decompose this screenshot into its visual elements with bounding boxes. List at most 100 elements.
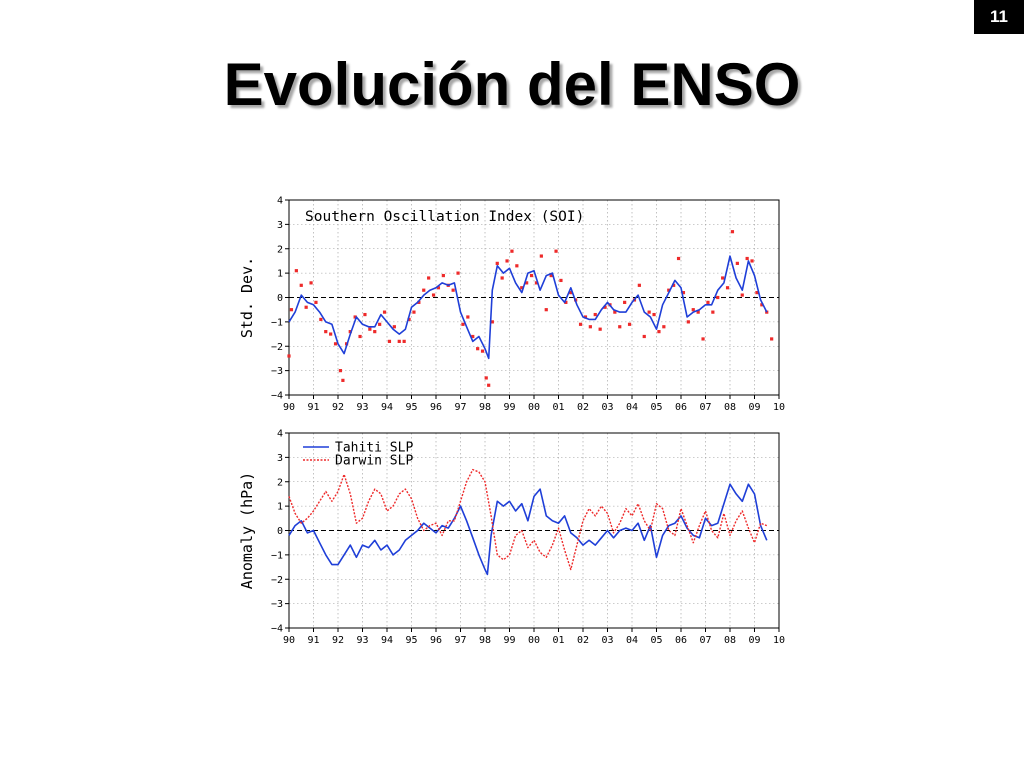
x-tick-label: 94 bbox=[381, 402, 393, 413]
soi-point bbox=[735, 261, 739, 265]
x-tick-label: 98 bbox=[479, 402, 491, 413]
soi-point bbox=[745, 256, 749, 261]
soi-point bbox=[287, 354, 291, 358]
soi-point bbox=[436, 286, 441, 290]
x-tick-label: 03 bbox=[601, 635, 613, 646]
x-tick-label: 04 bbox=[626, 635, 638, 646]
soi-point bbox=[770, 337, 774, 341]
y-tick-label: 4 bbox=[277, 196, 283, 207]
x-tick-label: 06 bbox=[675, 402, 687, 413]
x-tick-label: 99 bbox=[503, 402, 515, 413]
soi-point bbox=[618, 325, 622, 329]
y-tick-label: 1 bbox=[277, 502, 283, 513]
x-tick-label: 10 bbox=[773, 635, 785, 646]
x-tick-label: 05 bbox=[650, 402, 662, 413]
soi-point bbox=[407, 317, 411, 322]
x-tick-label: 90 bbox=[283, 635, 295, 646]
soi-point bbox=[324, 330, 328, 334]
soi-point bbox=[500, 276, 504, 280]
x-tick-label: 96 bbox=[430, 635, 442, 646]
soi-point bbox=[412, 310, 416, 314]
soi-point bbox=[461, 322, 465, 326]
soi-point bbox=[329, 332, 333, 336]
soi-point bbox=[515, 264, 519, 268]
y-tick-label: 4 bbox=[277, 429, 283, 440]
soi-point bbox=[588, 325, 592, 329]
x-tick-label: 99 bbox=[503, 635, 515, 646]
soi-point bbox=[657, 330, 661, 334]
y-axis-label: Std. Dev. bbox=[238, 257, 256, 338]
x-tick-label: 90 bbox=[283, 402, 295, 413]
x-tick-label: 93 bbox=[356, 635, 368, 646]
soi-point bbox=[554, 249, 558, 253]
x-tick-label: 08 bbox=[724, 635, 736, 646]
soi-point bbox=[333, 342, 338, 346]
y-tick-label: 3 bbox=[277, 453, 283, 464]
soi-point bbox=[544, 308, 548, 312]
soi-point bbox=[309, 281, 313, 285]
slide-title: Evolución del ENSO bbox=[223, 51, 801, 118]
soi-point bbox=[392, 325, 396, 329]
y-tick-label: 2 bbox=[277, 244, 283, 255]
soi-point bbox=[456, 271, 460, 275]
x-tick-label: 07 bbox=[699, 402, 711, 413]
soi-line bbox=[288, 255, 768, 360]
soi-point bbox=[466, 315, 470, 319]
soi-point bbox=[676, 256, 681, 261]
soi-point bbox=[652, 312, 656, 317]
soi-point bbox=[711, 310, 715, 314]
soi-point bbox=[422, 288, 426, 292]
soi-point bbox=[613, 310, 617, 314]
y-axis-label: Anomaly (hPa) bbox=[238, 472, 256, 589]
soi-point bbox=[341, 378, 345, 382]
x-tick-label: 04 bbox=[626, 402, 638, 413]
y-tick-label: 2 bbox=[277, 477, 283, 488]
y-tick-label: −4 bbox=[271, 624, 283, 635]
soi-point bbox=[402, 339, 406, 343]
soi-point bbox=[417, 300, 421, 304]
soi-point bbox=[662, 325, 666, 329]
soi-point bbox=[686, 320, 690, 324]
x-tick-label: 97 bbox=[454, 402, 466, 413]
soi-point bbox=[730, 230, 735, 234]
x-tick-label: 92 bbox=[332, 402, 344, 413]
soi-point bbox=[559, 278, 563, 283]
soi-point bbox=[441, 273, 445, 278]
x-tick-label: 01 bbox=[552, 402, 564, 413]
y-tick-label: −3 bbox=[271, 599, 283, 610]
soi-point bbox=[647, 310, 651, 314]
soi-point bbox=[721, 276, 725, 280]
x-tick-label: 92 bbox=[332, 635, 344, 646]
soi-point bbox=[623, 300, 627, 304]
soi-point bbox=[549, 273, 553, 278]
soi-point bbox=[642, 334, 646, 339]
soi-point bbox=[495, 261, 499, 265]
soi-point bbox=[696, 310, 700, 314]
soi-point bbox=[578, 322, 583, 326]
soi-point bbox=[691, 308, 695, 312]
soi-point bbox=[593, 312, 597, 317]
x-tick-label: 95 bbox=[405, 635, 417, 646]
slide-number: 11 bbox=[974, 0, 1024, 34]
x-tick-label: 00 bbox=[528, 402, 540, 413]
soi-point bbox=[598, 327, 602, 331]
x-tick-label: 95 bbox=[405, 402, 417, 413]
y-tick-label: 1 bbox=[277, 269, 283, 280]
soi-point bbox=[427, 276, 431, 280]
soi-point bbox=[740, 293, 744, 297]
soi-point bbox=[627, 322, 632, 326]
soi-point bbox=[299, 283, 303, 287]
soi-point bbox=[314, 300, 318, 304]
legend-label: Tahiti SLP bbox=[335, 441, 413, 456]
soi-point bbox=[564, 300, 568, 304]
x-tick-label: 03 bbox=[601, 402, 613, 413]
y-tick-label: −2 bbox=[271, 575, 283, 586]
soi-point bbox=[750, 259, 754, 263]
soi-point bbox=[706, 300, 710, 304]
soi-point bbox=[353, 315, 357, 319]
y-tick-label: −1 bbox=[271, 550, 283, 561]
x-tick-label: 07 bbox=[699, 635, 711, 646]
